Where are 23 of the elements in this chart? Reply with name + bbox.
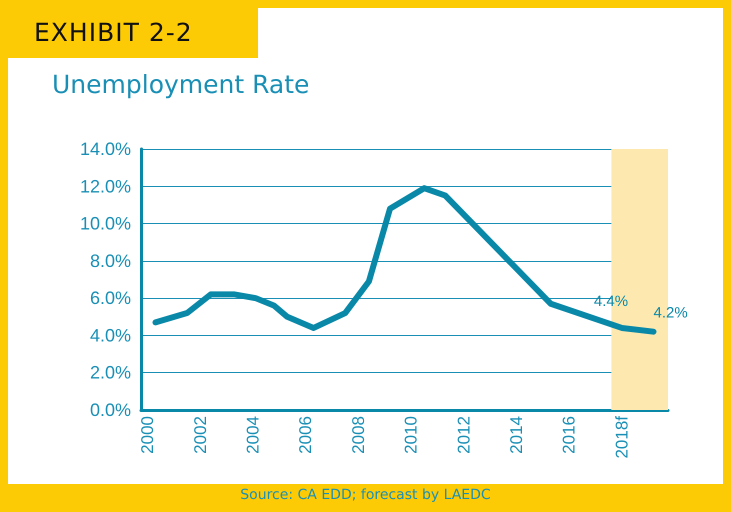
x-tick-label: 2004 <box>243 416 262 454</box>
data-label: 4.2% <box>654 304 688 322</box>
y-tick-label: 14.0% <box>80 139 131 159</box>
chart-subtitle: EXHIBIT 2-2 <box>8 8 258 58</box>
x-tick-label: 2010 <box>402 416 421 454</box>
y-tick-label: 6.0% <box>90 288 131 308</box>
x-tick-label: 2018f <box>612 416 632 459</box>
y-tick-label: 10.0% <box>80 214 131 234</box>
source-note: Source: CA EDD; forecast by LAEDC <box>8 484 723 506</box>
x-tick-label: 2000 <box>138 416 158 454</box>
y-tick-label: 0.0% <box>90 400 131 420</box>
x-tick-label: 2002 <box>190 416 210 454</box>
x-tick-label: 2008 <box>348 416 368 454</box>
x-tick-label: 2006 <box>296 416 316 454</box>
chart-title: Unemployment Rate <box>52 70 310 99</box>
y-tick-label: 2.0% <box>90 362 131 383</box>
y-tick-label: 12.0% <box>80 176 131 196</box>
x-tick-label: 2016 <box>560 416 579 454</box>
x-tick-label: 2012 <box>454 416 474 454</box>
data-label: 4.4% <box>594 292 628 310</box>
y-tick-label: 4.0% <box>90 325 131 346</box>
x-tick-label: 2014 <box>506 416 526 454</box>
y-tick-label: 8.0% <box>90 250 131 271</box>
